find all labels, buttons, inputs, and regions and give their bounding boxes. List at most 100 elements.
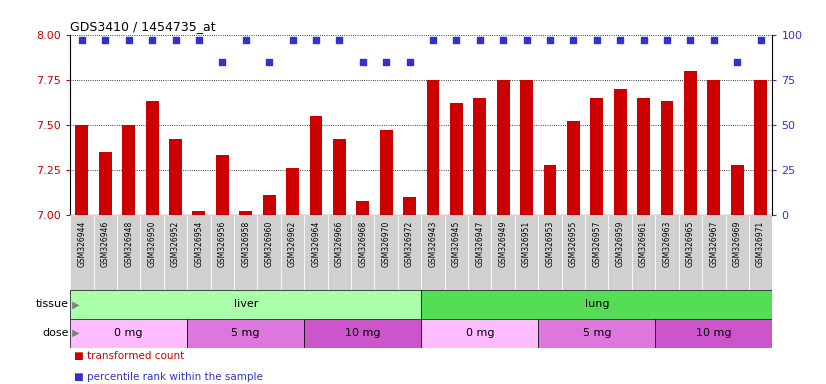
Bar bbox=[286, 168, 299, 215]
Text: lung: lung bbox=[585, 299, 609, 310]
Text: GSM326972: GSM326972 bbox=[405, 221, 414, 267]
Text: GSM326945: GSM326945 bbox=[452, 221, 461, 267]
Text: GSM326960: GSM326960 bbox=[264, 221, 273, 267]
Text: GSM326969: GSM326969 bbox=[733, 221, 742, 267]
Bar bbox=[731, 164, 743, 215]
Bar bbox=[562, 215, 585, 290]
Text: GDS3410 / 1454735_at: GDS3410 / 1454735_at bbox=[70, 20, 216, 33]
Bar bbox=[70, 290, 421, 319]
Point bbox=[263, 59, 276, 65]
Text: GSM326967: GSM326967 bbox=[710, 221, 719, 267]
Point bbox=[216, 59, 229, 65]
Bar bbox=[169, 139, 182, 215]
Bar bbox=[450, 103, 463, 215]
Bar bbox=[304, 319, 421, 348]
Text: GSM326971: GSM326971 bbox=[756, 221, 765, 267]
Bar bbox=[188, 215, 211, 290]
Bar bbox=[145, 101, 159, 215]
Bar bbox=[520, 80, 533, 215]
Text: GSM326943: GSM326943 bbox=[429, 221, 438, 267]
Point bbox=[684, 37, 697, 43]
Bar bbox=[684, 71, 697, 215]
Bar bbox=[632, 215, 655, 290]
Text: GSM326952: GSM326952 bbox=[171, 221, 180, 267]
Text: GSM326970: GSM326970 bbox=[382, 221, 391, 267]
Point bbox=[614, 37, 627, 43]
Bar bbox=[679, 215, 702, 290]
Bar bbox=[421, 290, 772, 319]
Bar bbox=[496, 80, 510, 215]
Text: GSM326968: GSM326968 bbox=[358, 221, 368, 267]
Point bbox=[333, 37, 346, 43]
Text: GSM326963: GSM326963 bbox=[662, 221, 672, 267]
Bar bbox=[263, 195, 276, 215]
Bar bbox=[216, 156, 229, 215]
Bar bbox=[211, 215, 234, 290]
Bar bbox=[444, 215, 468, 290]
Text: GSM326951: GSM326951 bbox=[522, 221, 531, 267]
Bar bbox=[468, 215, 491, 290]
Bar bbox=[240, 212, 252, 215]
Point bbox=[286, 37, 299, 43]
Point bbox=[450, 37, 463, 43]
Bar bbox=[258, 215, 281, 290]
Bar bbox=[754, 80, 767, 215]
Text: GSM326958: GSM326958 bbox=[241, 221, 250, 267]
Bar bbox=[426, 80, 439, 215]
Bar bbox=[380, 130, 392, 215]
Bar bbox=[356, 200, 369, 215]
Text: 10 mg: 10 mg bbox=[345, 328, 381, 338]
Point bbox=[707, 37, 720, 43]
Bar bbox=[398, 215, 421, 290]
Bar bbox=[374, 215, 398, 290]
Bar bbox=[310, 116, 322, 215]
Bar bbox=[421, 319, 539, 348]
Bar bbox=[725, 215, 749, 290]
Bar bbox=[609, 215, 632, 290]
Point bbox=[99, 37, 112, 43]
Text: GSM326948: GSM326948 bbox=[124, 221, 133, 267]
Bar bbox=[544, 164, 557, 215]
Bar bbox=[70, 319, 188, 348]
Text: 0 mg: 0 mg bbox=[466, 328, 494, 338]
Bar bbox=[351, 215, 374, 290]
Bar bbox=[473, 98, 487, 215]
Point bbox=[122, 37, 135, 43]
Text: GSM326959: GSM326959 bbox=[615, 221, 624, 267]
Text: ■ transformed count: ■ transformed count bbox=[74, 351, 184, 361]
Text: GSM326946: GSM326946 bbox=[101, 221, 110, 267]
Bar bbox=[99, 152, 112, 215]
Text: tissue: tissue bbox=[36, 299, 69, 310]
Text: GSM326955: GSM326955 bbox=[569, 221, 578, 267]
Bar bbox=[749, 215, 772, 290]
Bar bbox=[117, 215, 140, 290]
Point bbox=[544, 37, 557, 43]
Text: GSM326950: GSM326950 bbox=[148, 221, 157, 267]
Bar bbox=[655, 215, 679, 290]
Point bbox=[380, 59, 393, 65]
Text: GSM326949: GSM326949 bbox=[499, 221, 508, 267]
Point bbox=[310, 37, 323, 43]
Bar bbox=[661, 101, 673, 215]
Text: GSM326957: GSM326957 bbox=[592, 221, 601, 267]
Bar bbox=[333, 139, 346, 215]
Bar bbox=[75, 125, 88, 215]
Text: 10 mg: 10 mg bbox=[696, 328, 732, 338]
Bar bbox=[585, 215, 609, 290]
Text: GSM326954: GSM326954 bbox=[194, 221, 203, 267]
Text: GSM326962: GSM326962 bbox=[288, 221, 297, 267]
Bar bbox=[93, 215, 117, 290]
Bar bbox=[234, 215, 258, 290]
Bar bbox=[637, 98, 650, 215]
Text: GSM326953: GSM326953 bbox=[545, 221, 554, 267]
Point bbox=[75, 37, 88, 43]
Bar bbox=[164, 215, 188, 290]
Bar bbox=[539, 215, 562, 290]
Text: GSM326944: GSM326944 bbox=[78, 221, 87, 267]
Point bbox=[356, 59, 369, 65]
Text: GSM326965: GSM326965 bbox=[686, 221, 695, 267]
Bar bbox=[491, 215, 515, 290]
Bar bbox=[188, 319, 304, 348]
Text: 5 mg: 5 mg bbox=[582, 328, 611, 338]
Text: dose: dose bbox=[42, 328, 69, 338]
